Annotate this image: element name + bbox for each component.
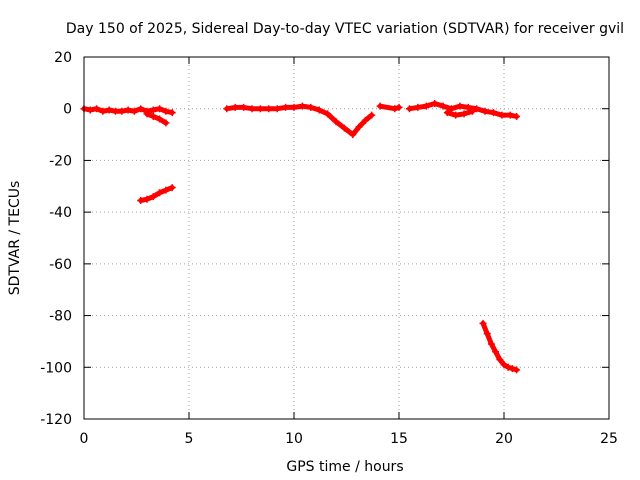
x-tick-label: 15 — [390, 431, 408, 447]
y-tick-label: 20 — [54, 50, 72, 66]
x-tick-label: 0 — [80, 431, 89, 447]
y-tick-label: -100 — [40, 360, 72, 376]
y-tick-label: -80 — [49, 309, 72, 325]
y-tick-label: -120 — [40, 412, 72, 428]
chart-title: Day 150 of 2025, Sidereal Day-to-day VTE… — [66, 21, 624, 37]
x-tick-label: 25 — [600, 431, 618, 447]
y-tick-label: -20 — [49, 153, 72, 169]
chart-background — [0, 0, 640, 480]
x-tick-label: 10 — [285, 431, 303, 447]
x-tick-label: 20 — [495, 431, 513, 447]
y-axis-label: SDTVAR / TECUs — [7, 181, 23, 296]
sdtvar-chart: Day 150 of 2025, Sidereal Day-to-day VTE… — [0, 0, 640, 480]
y-tick-label: -40 — [49, 205, 72, 221]
x-tick-label: 5 — [185, 431, 194, 447]
y-tick-label: 0 — [63, 102, 72, 118]
y-tick-label: -60 — [49, 257, 72, 273]
x-axis-label: GPS time / hours — [286, 459, 403, 475]
